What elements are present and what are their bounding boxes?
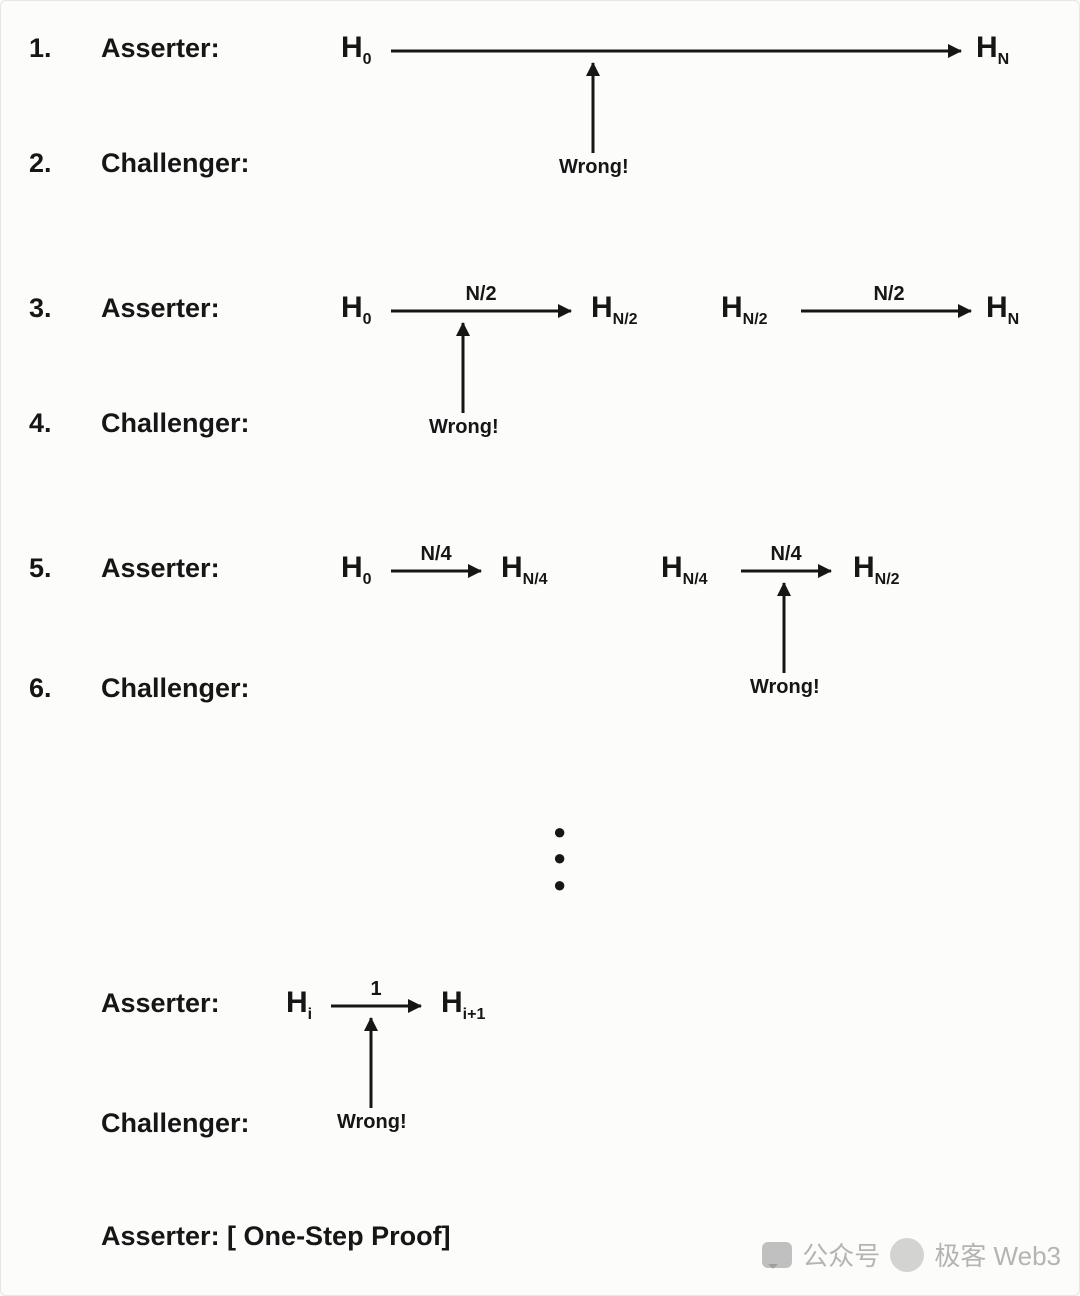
edge-label-row5-left: N/4 xyxy=(406,543,466,566)
footer-one-step-proof: Asserter: [ One-Step Proof] xyxy=(101,1221,451,1252)
edge-label-row3-right: N/2 xyxy=(859,283,919,306)
ellipsis-dot: ● xyxy=(553,819,566,845)
ellipsis-dots: ● ● ● xyxy=(553,819,566,898)
ellipsis-dot: ● xyxy=(553,845,566,871)
avatar-icon xyxy=(890,1238,924,1272)
wrong-label-row8: Wrong! xyxy=(337,1111,407,1134)
watermark-name: 极客 Web3 xyxy=(934,1236,1061,1273)
edge-label-row3-left: N/2 xyxy=(451,283,511,306)
edge-label-row7: 1 xyxy=(361,978,391,1001)
wrong-label-row2: Wrong! xyxy=(559,156,629,179)
watermark-prefix: 公众号 xyxy=(802,1236,880,1273)
diagram-canvas: 1. Asserter: 2. Challenger: 3. Asserter:… xyxy=(0,0,1080,1296)
arrows-layer xyxy=(1,1,1080,1296)
watermark: 公众号 极客 Web3 xyxy=(762,1236,1061,1273)
wrong-label-row4: Wrong! xyxy=(429,416,499,439)
wechat-bubble-icon xyxy=(762,1242,792,1268)
wrong-label-row6: Wrong! xyxy=(750,676,820,699)
edge-label-row5-right: N/4 xyxy=(756,543,816,566)
ellipsis-dot: ● xyxy=(553,872,566,898)
